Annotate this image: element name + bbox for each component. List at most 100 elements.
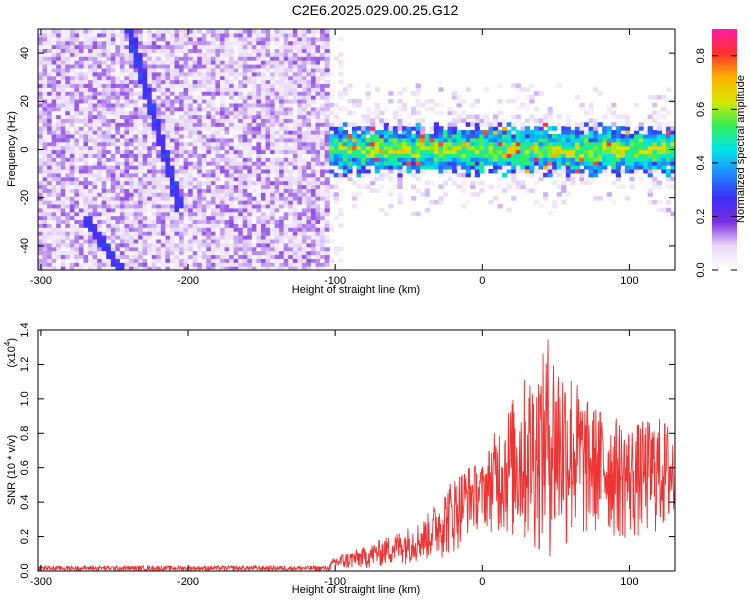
spectrogram-cell xyxy=(101,83,107,88)
spectrogram-cell xyxy=(311,87,317,92)
spectrogram-cell xyxy=(260,87,267,92)
spectrogram-cell xyxy=(192,130,198,135)
spectrogram-cell xyxy=(74,207,80,213)
spectrogram-cell xyxy=(215,106,221,112)
spectrogram-cell xyxy=(311,36,317,42)
spectrogram-cell xyxy=(315,196,321,201)
spectrogram-cell xyxy=(493,126,499,131)
spectrogram-cell xyxy=(215,215,221,221)
spectrogram-cell xyxy=(256,75,262,81)
spectrogram-cell xyxy=(192,227,198,232)
spectrogram-cell xyxy=(210,231,217,236)
spectrogram-cell xyxy=(356,165,362,170)
spectrogram-cell xyxy=(379,207,385,213)
spectrogram-cell xyxy=(397,153,403,158)
spectrogram-cell xyxy=(106,203,112,209)
spectrogram-cell xyxy=(188,71,194,77)
spectrogram-cell xyxy=(306,242,312,248)
spectrogram-cell xyxy=(224,40,230,46)
spectrogram-cell xyxy=(197,219,203,224)
spectrogram-cell xyxy=(106,254,112,259)
spectrogram-cell xyxy=(201,141,207,147)
spectrogram-cell xyxy=(201,91,207,96)
spectrogram-cell xyxy=(119,133,126,139)
spectrogram-cell xyxy=(238,32,244,38)
spectrogram-cell xyxy=(115,161,121,166)
spectrogram-cell xyxy=(142,141,148,147)
spectrogram-cell xyxy=(78,29,85,34)
spectrogram-cell xyxy=(110,215,116,221)
spectrogram-cell xyxy=(183,71,189,77)
spectrogram-cell xyxy=(233,95,239,100)
spectrogram-cell xyxy=(415,98,421,104)
spectrogram-cell xyxy=(233,63,239,69)
spectrogram-cell xyxy=(129,36,135,42)
spectrogram-cell xyxy=(374,165,380,170)
spectrogram-cell xyxy=(133,235,139,240)
spectrogram-cell xyxy=(65,56,71,61)
spectrogram-cell xyxy=(260,219,267,224)
spectrogram-cell xyxy=(215,246,221,252)
spectrogram-cell xyxy=(56,95,62,100)
spectrogram-cell xyxy=(256,83,262,88)
spectrogram-cell xyxy=(151,95,157,100)
spectrogram-cell xyxy=(133,71,139,77)
spectrogram-cell xyxy=(97,207,103,213)
spectrogram-cell xyxy=(110,110,116,116)
spectrogram-cell xyxy=(233,122,239,127)
spectrogram-cell xyxy=(169,246,176,252)
spectrogram-cell xyxy=(247,126,253,131)
spectrogram-cell xyxy=(169,114,176,120)
spectrogram-cell xyxy=(311,67,317,73)
spectrogram-cell xyxy=(283,40,289,46)
spectrogram-cell xyxy=(529,83,535,88)
spectrogram-cell xyxy=(297,258,303,263)
spectrogram-cell xyxy=(138,130,144,135)
spectrogram-cell xyxy=(270,200,276,205)
spectrogram-cell xyxy=(315,254,321,259)
spectrogram-cell xyxy=(210,79,217,85)
spectrogram-cell xyxy=(270,36,276,42)
spectrogram-cell xyxy=(220,207,226,213)
spectrogram-cell xyxy=(42,262,48,267)
spectrogram-cell xyxy=(224,44,230,50)
spectrogram-cell xyxy=(260,32,267,38)
spectrogram-cell xyxy=(197,246,203,252)
spectrogram-cell xyxy=(270,246,276,252)
spectrogram-cell xyxy=(297,149,303,154)
spectrogram-cell xyxy=(110,153,116,158)
spectrogram-cell xyxy=(579,153,585,158)
spectrogram-cell xyxy=(288,137,294,143)
spectrogram-cell xyxy=(442,145,449,151)
spectrogram-cell xyxy=(138,231,144,236)
spectrogram-cell xyxy=(201,192,207,197)
spectrogram-cell xyxy=(201,165,207,170)
spectrogram-cell xyxy=(411,211,417,217)
spectrogram-cell xyxy=(60,165,66,170)
spectrogram-cell xyxy=(65,110,71,116)
spectrogram-cell xyxy=(60,87,66,92)
spectrogram-cell xyxy=(47,168,53,174)
spectrogram-cell xyxy=(474,161,480,166)
spectrogram-cell xyxy=(74,106,80,112)
spectrogram-cell xyxy=(229,87,235,92)
spectrogram-cell xyxy=(292,126,298,131)
spectrogram-cell xyxy=(210,36,217,42)
spectrogram-cell xyxy=(151,63,157,69)
spectrogram-cell xyxy=(220,79,226,85)
spectrogram-cell xyxy=(101,192,107,197)
spectrogram-cell xyxy=(151,184,157,189)
spectrogram-cell xyxy=(147,157,153,162)
spectrogram-cell xyxy=(379,137,385,143)
spectrogram-cell xyxy=(106,67,112,73)
spectrogram-cell xyxy=(88,118,94,123)
spectrogram-cell xyxy=(242,87,248,92)
spectrogram-cell xyxy=(220,75,226,81)
spectrogram-cell xyxy=(274,227,280,232)
spectrogram-cell xyxy=(160,215,166,221)
spectrogram-cell xyxy=(65,122,71,127)
spectrogram-cell xyxy=(78,75,85,81)
spectrogram-cell xyxy=(329,149,335,154)
spectrogram-cell xyxy=(129,211,135,217)
spectrogram-cell xyxy=(151,44,157,50)
